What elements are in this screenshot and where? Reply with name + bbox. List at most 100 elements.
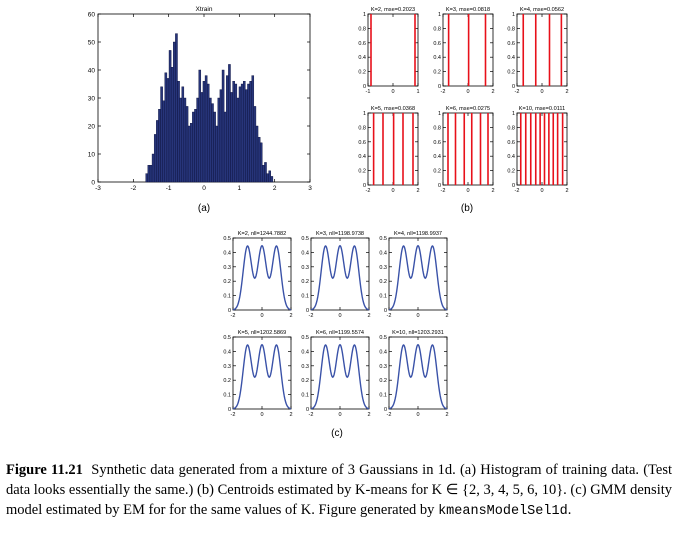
gmm-ytick-label: 0.5 (301, 236, 309, 242)
hist-bar (217, 97, 221, 183)
gmm-panel-title: K=3, nll=1198.9738 (316, 231, 364, 237)
kmeans-xtick-label: 0 (391, 188, 394, 194)
gmm-ytick-label: 0.1 (379, 393, 387, 399)
kmeans-ytick-label: 0.8 (507, 26, 515, 32)
kmeans-ytick-label: 0.2 (358, 169, 366, 175)
gmm-xtick-label: -2 (231, 313, 236, 319)
gmm-xtick-label: 2 (367, 313, 370, 319)
kmeans-ytick-label: 0.2 (433, 70, 441, 76)
hist-bar (185, 106, 189, 183)
kmeans-panel-title: K=5, mse=0.0368 (371, 106, 415, 112)
hist-bar (264, 162, 267, 183)
kmeans-ytick-label: 0.4 (358, 154, 366, 160)
kmeans-ytick-label: 0 (512, 183, 515, 189)
gmm-panel-title: K=2, nll=1244.7882 (238, 231, 287, 237)
kmeans-ytick-label: 1 (438, 12, 441, 18)
kmeans-xtick-label: 2 (416, 188, 419, 194)
hist-bar (249, 80, 252, 183)
panel-label-c: (c) (331, 428, 343, 439)
density-curve (232, 244, 292, 311)
gmm-ytick-label: 0.5 (379, 236, 387, 242)
hist-bar (149, 164, 153, 183)
gmm-panel-frame (310, 237, 370, 311)
hist-bar (204, 75, 208, 183)
kmeans-xtick-label: -1 (366, 89, 371, 95)
hist-bar (192, 111, 195, 183)
hist-xtick-label: 3 (308, 185, 312, 192)
caption-end: . (567, 502, 572, 518)
gmm-panel-title: K=10, nll=1203.2931 (392, 330, 444, 336)
hist-bar (164, 72, 168, 183)
gmm-panel-title: K=6, nll=1199.5574 (316, 330, 364, 336)
gmm-ytick-label: 0.3 (301, 265, 309, 271)
hist-ytick-label: 10 (88, 152, 96, 159)
hist-bar (251, 75, 255, 183)
hist-bar (183, 97, 187, 183)
hist-bar (247, 83, 250, 183)
hist-bar (266, 173, 269, 183)
gmm-ytick-label: 0.2 (379, 279, 387, 285)
hist-bar (234, 83, 238, 183)
hist-bar (255, 125, 259, 183)
gmm-ytick-label: 0.4 (223, 349, 231, 355)
gmm-ytick-label: 0.4 (301, 349, 309, 355)
hist-bar (270, 176, 274, 183)
kmeans-ytick-label: 0.8 (358, 125, 366, 131)
gmm-panel-frame (232, 336, 292, 410)
hist-bar (168, 50, 172, 183)
kmeans-panel-frame (442, 112, 494, 186)
kmeans-panel-frame (516, 112, 568, 186)
kmeans-panel-title: K=2, mse=0.2023 (371, 7, 415, 13)
hist-ytick-label: 0 (91, 180, 95, 187)
hist-bar (221, 69, 225, 183)
gmm-panel-frame (388, 237, 448, 311)
gmm-ytick-label: 0.4 (301, 250, 309, 256)
hist-bar (194, 108, 197, 183)
gmm-xtick-label: 0 (338, 412, 341, 418)
kmeans-ytick-label: 1 (363, 12, 366, 18)
hist-bar (211, 103, 214, 183)
hist-bar (259, 142, 263, 183)
gmm-xtick-label: 0 (416, 313, 419, 319)
kmeans-ytick-label: 0.8 (507, 125, 515, 131)
caption-text: Synthetic data generated from a mixture … (6, 462, 673, 518)
gmm-ytick-label: 0.5 (223, 236, 231, 242)
kmeans-ytick-label: 0 (363, 183, 366, 189)
figure-caption: Figure 11.21 Synthetic data generated fr… (6, 460, 672, 522)
hist-xtick-label: 2 (273, 185, 277, 192)
kmeans-panel-title: K=6, mse=0.0275 (446, 106, 490, 112)
hist-xtick-label: -2 (130, 185, 136, 192)
gmm-xtick-label: -2 (387, 313, 392, 319)
gmm-ytick-label: 0.2 (301, 378, 309, 384)
hist-ytick-label: 20 (88, 124, 96, 131)
kmeans-xtick-label: 2 (491, 188, 494, 194)
gmm-xtick-label: 0 (416, 412, 419, 418)
kmeans-ytick-label: 0.6 (358, 41, 366, 47)
gmm-ytick-label: 0.2 (301, 279, 309, 285)
hist-bar (202, 80, 206, 183)
panel-label-b: (b) (461, 203, 473, 214)
hist-bar (181, 86, 185, 183)
gmm-ytick-label: 0.4 (223, 250, 231, 256)
hist-xtick-label: 0 (202, 185, 206, 192)
density-curve (232, 343, 292, 410)
kmeans-xtick-label: 0 (466, 188, 469, 194)
kmeans-ytick-label: 0.2 (507, 169, 515, 175)
hist-title: Xtrain (196, 6, 213, 13)
kmeans-ytick-label: 0.8 (433, 26, 441, 32)
gmm-xtick-label: 2 (367, 412, 370, 418)
hist-bar (166, 78, 170, 183)
gmm-xtick-label: 2 (445, 313, 448, 319)
gmm-xtick-label: -2 (309, 313, 314, 319)
gmm-ytick-label: 0 (228, 308, 231, 314)
hist-xtick-label: -1 (166, 185, 172, 192)
kmeans-xtick-label: 2 (491, 89, 494, 95)
gmm-xtick-label: -2 (231, 412, 236, 418)
gmm-ytick-label: 0.2 (223, 279, 231, 285)
hist-bar (253, 106, 257, 183)
hist-ytick-label: 40 (88, 68, 96, 75)
gmm-ytick-label: 0.4 (379, 250, 387, 256)
gmm-xtick-label: 2 (445, 412, 448, 418)
panel-label-a: (a) (198, 203, 210, 214)
